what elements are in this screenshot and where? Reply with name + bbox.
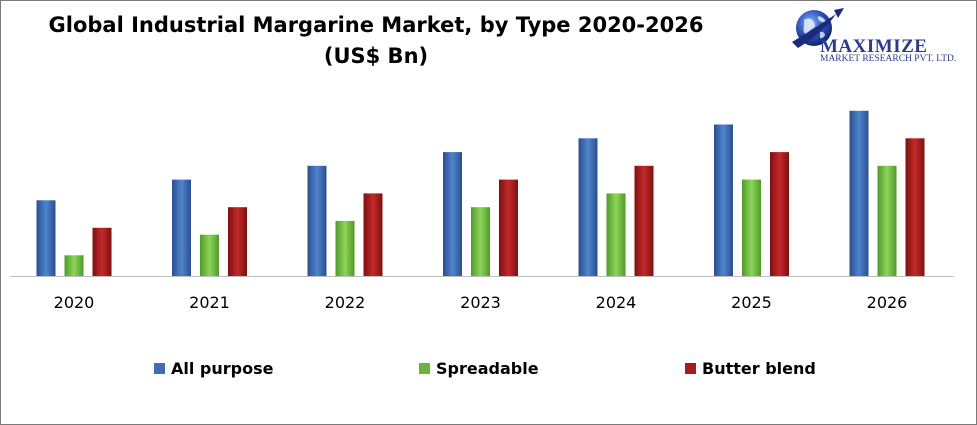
legend-item-butter-blend: Butter blend [685,356,816,380]
bar-all-purpose-2022 [307,165,327,276]
company-logo: MAXIMIZE MARKET RESEARCH PVT. LTD. [790,8,976,68]
legend-swatch [154,362,165,374]
bar-all-purpose-2020 [36,200,56,276]
globe-logo-icon [792,8,844,48]
bar-butter-blend-2022 [363,193,383,276]
legend-item-spreadable: Spreadable [419,356,539,380]
bar-spreadable-2021 [200,234,219,276]
bar-butter-blend-2023 [499,179,518,276]
bar-all-purpose-2026 [849,110,869,276]
chart-legend: All purpose Spreadable Butter blend [0,356,977,380]
legend-label: Butter blend [702,358,816,378]
bar-butter-blend-2024 [634,165,654,276]
legend-label: All purpose [171,358,274,378]
chart-title: Global Industrial Margarine Market, by T… [0,10,752,72]
bar-spreadable-2020 [64,255,84,276]
bar-spreadable-2022 [335,220,355,276]
bar-spreadable-2026 [877,165,897,276]
legend-item-all-purpose: All purpose [154,356,273,380]
bar-spreadable-2023 [471,207,490,276]
chart-title-line2: (US$ Bn) [323,44,429,68]
bar-spreadable-2024 [606,193,626,276]
bar-all-purpose-2023 [443,152,462,276]
bar-all-purpose-2021 [172,179,191,276]
bar-all-purpose-2025 [714,124,733,276]
x-tick-label-2021: 2021 [189,293,230,312]
x-tick-label-2025: 2025 [731,293,772,312]
chart-title-line1: Global Industrial Margarine Market, by T… [48,13,704,37]
bar-butter-blend-2021 [228,207,247,276]
x-tick-label-2023: 2023 [460,293,501,312]
bar-spreadable-2025 [742,179,761,276]
bar-butter-blend-2020 [92,227,112,276]
x-tick-label-2022: 2022 [325,293,366,312]
legend-label: Spreadable [436,358,539,378]
logo-name: MAXIMIZE [820,36,928,57]
bar-butter-blend-2025 [770,152,789,276]
legend-swatch [685,362,696,374]
x-tick-label-2020: 2020 [54,293,95,312]
bar-all-purpose-2024 [578,138,598,276]
x-tick-label-2024: 2024 [596,293,637,312]
x-tick-label-2026: 2026 [867,293,908,312]
legend-swatch [419,362,430,374]
logo-subtitle: MARKET RESEARCH PVT. LTD. [820,54,957,64]
bar-butter-blend-2026 [905,138,925,276]
